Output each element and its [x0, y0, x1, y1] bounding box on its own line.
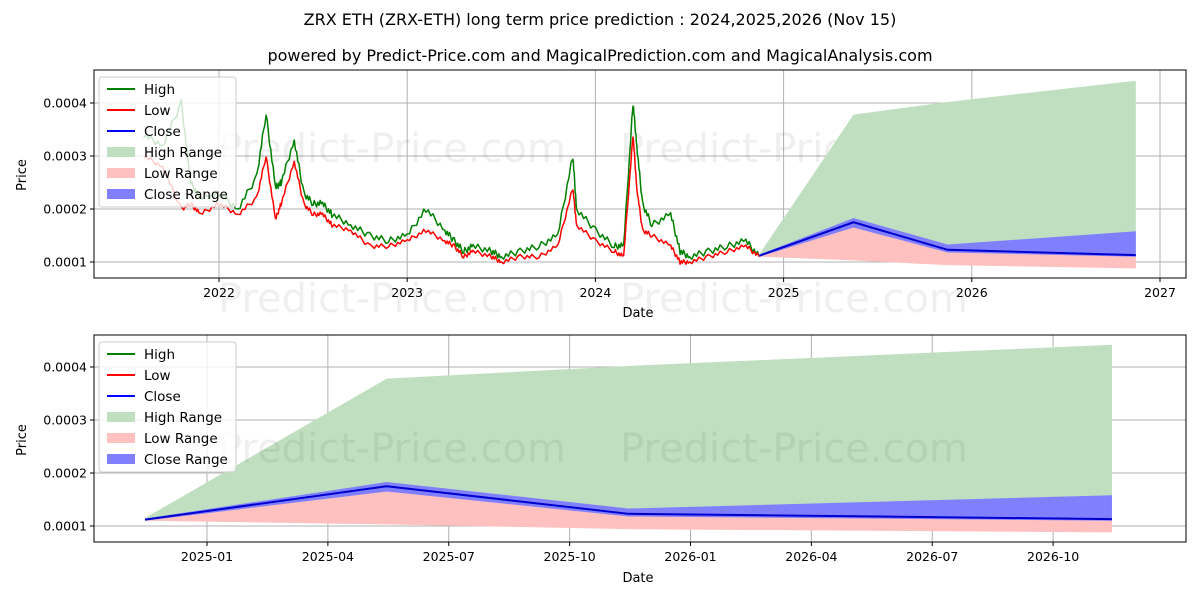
legend-patch-low-range — [107, 168, 135, 178]
bottom-legend: High Low Close High Range Low Range Close Ran… — [98, 341, 237, 473]
top-y-axis-label: Price — [15, 159, 30, 191]
legend-patch-close-range — [107, 454, 135, 464]
low-line — [143, 136, 760, 265]
legend-label: Low — [144, 368, 171, 384]
x-tick-label: 2025-10 — [544, 549, 596, 564]
watermark: Predict-Price.com — [218, 126, 566, 172]
y-tick-label: 0.0003 — [43, 413, 87, 428]
bottom-axis-ticks: 2025-01 2025-04 2025-07 2025-10 2026-01 2026-… — [43, 360, 1079, 565]
x-tick-label: 2025 — [768, 285, 800, 300]
watermark: Predict-Price.com — [218, 276, 566, 322]
legend-label: Low Range — [144, 166, 218, 182]
close-line — [144, 485, 1112, 521]
bottom-plot: Predict-Price.com Predict-Price.com 2025… — [15, 334, 1187, 586]
legend-label: High Range — [144, 410, 222, 426]
low-range-area — [759, 222, 1136, 269]
y-tick-label: 0.0001 — [43, 255, 87, 270]
chart-subtitle: powered by Predict-Price.com and Magical… — [267, 46, 933, 65]
top-plot: Predict-Price.com Predict-Price.com Pred… — [15, 69, 1187, 322]
x-tick-label: 2022 — [203, 285, 235, 300]
legend-label: Close — [144, 389, 181, 405]
x-tick-label: 2026 — [956, 285, 988, 300]
y-tick-label: 0.0001 — [43, 519, 87, 534]
high-line — [143, 99, 760, 260]
legend-label: Close — [144, 124, 181, 140]
legend-label: High — [144, 347, 175, 363]
bottom-y-axis-label: Price — [15, 424, 30, 456]
top-axis-ticks: 2022 2023 2024 2025 2026 2027 0.0001 0.0002 0.00… — [43, 96, 1176, 301]
low-range-area — [144, 486, 1112, 533]
legend-label: Close Range — [144, 187, 228, 203]
legend-patch-close-range — [107, 189, 135, 199]
high-range-area — [759, 80, 1136, 256]
x-tick-label: 2025-07 — [423, 549, 475, 564]
legend-patch-low-range — [107, 433, 135, 443]
legend-label: Low Range — [144, 431, 218, 447]
x-tick-label: 2026-07 — [906, 549, 958, 564]
legend-label: Close Range — [144, 452, 228, 468]
legend-patch-high-range — [107, 147, 135, 157]
legend-label: Low — [144, 103, 171, 119]
bottom-series — [144, 344, 1112, 533]
x-tick-label: 2025-01 — [181, 549, 233, 564]
top-legend: High Low Close High Range Low Range Close Ran… — [98, 76, 237, 208]
top-plot-frame — [93, 69, 1187, 279]
x-tick-label: 2026-04 — [785, 549, 837, 564]
close-range-area — [759, 218, 1136, 257]
bottom-plot-frame — [93, 334, 1187, 543]
legend-patch-high-range — [107, 412, 135, 422]
x-tick-label: 2027 — [1144, 285, 1176, 300]
chart-title: ZRX ETH (ZRX-ETH) long term price predic… — [303, 10, 897, 29]
top-x-axis-label: Date — [622, 306, 653, 321]
top-series — [143, 80, 1136, 269]
x-tick-label: 2026-10 — [1027, 549, 1079, 564]
watermark: Predict-Price.com — [620, 276, 968, 322]
x-tick-label: 2026-01 — [664, 549, 716, 564]
legend-label: High Range — [144, 145, 222, 161]
x-tick-label: 2024 — [579, 285, 611, 300]
y-tick-label: 0.0004 — [43, 360, 87, 375]
y-tick-label: 0.0002 — [43, 466, 87, 481]
x-tick-label: 2025-04 — [302, 549, 354, 564]
x-tick-label: 2023 — [391, 285, 423, 300]
watermark: Predict-Price.com — [620, 426, 968, 472]
y-tick-label: 0.0002 — [43, 202, 87, 217]
close-line — [759, 221, 1136, 257]
y-tick-label: 0.0003 — [43, 149, 87, 164]
y-tick-label: 0.0004 — [43, 96, 87, 111]
legend-label: High — [144, 82, 175, 98]
close-range-area — [144, 482, 1112, 521]
bottom-x-axis-label: Date — [622, 571, 653, 586]
high-range-area — [144, 344, 1112, 520]
watermark: Predict-Price.com — [218, 426, 566, 472]
